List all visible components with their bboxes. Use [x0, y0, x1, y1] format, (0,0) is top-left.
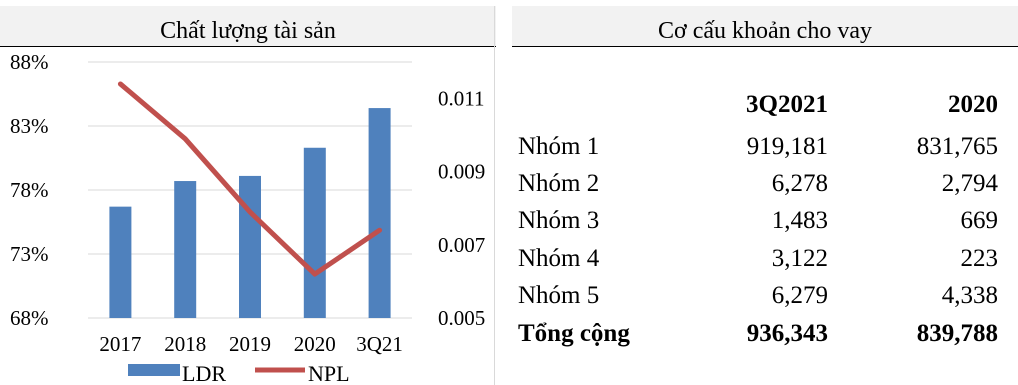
row-value-nhom-2-3q2021: 6,278 — [771, 170, 828, 197]
row-value-nhom-2-2020: 2,794 — [941, 170, 998, 197]
row-value-nhom-4-2020: 223 — [960, 245, 999, 272]
total-value-2020: 839,788 — [916, 320, 998, 347]
y-right-tick-label: 0.007 — [438, 233, 485, 257]
ldr-bar — [368, 108, 391, 318]
y-right-tick-label: 0.009 — [438, 160, 485, 184]
y-right-tick-label: 0.011 — [438, 87, 484, 111]
row-value-nhom-4-3q2021: 3,122 — [771, 245, 828, 272]
ldr-bar — [303, 147, 326, 318]
y-left-tick-label: 83% — [10, 114, 49, 138]
x-tick-label: 3Q21 — [356, 332, 403, 356]
column-header-2020: 2020 — [948, 91, 998, 118]
asset-quality-header: Chất lượng tài sản — [0, 6, 496, 47]
ldr-npl-chart: 68% 73% 78% 83% 88% 0.005 0.007 0.009 0.011 2017 2… — [10, 50, 485, 385]
ldr-bar — [174, 181, 197, 318]
legend-ldr-swatch — [128, 364, 180, 376]
row-value-nhom-1-3q2021: 919,181 — [746, 133, 828, 160]
npl-line — [117, 81, 383, 277]
ldr-bar — [109, 206, 132, 318]
row-value-nhom-5-3q2021: 6,279 — [771, 282, 828, 309]
row-value-nhom-1-2020: 831,765 — [916, 133, 998, 160]
row-value-nhom-3-3q2021: 1,483 — [771, 207, 828, 234]
ldr-bar — [239, 175, 261, 318]
y-left-tick-label: 73% — [10, 242, 49, 266]
row-label-nhom-5: Nhóm 5 — [518, 282, 600, 309]
panel-divider — [494, 6, 495, 385]
y-right-tick-label: 0.005 — [438, 306, 485, 330]
row-label-nhom-4: Nhóm 4 — [518, 245, 600, 272]
x-tick-label: 2019 — [229, 332, 271, 356]
x-tick-label: 2017 — [99, 332, 141, 356]
row-label-nhom-2: Nhóm 2 — [518, 170, 600, 197]
y-left-tick-label: 78% — [10, 178, 49, 202]
row-label-nhom-1: Nhóm 1 — [518, 133, 600, 160]
loan-structure-header: Cơ cấu khoản cho vay — [512, 6, 1018, 47]
loan-structure-panel: Cơ cấu khoản cho vay 3Q2021 2020 Nhóm 1 … — [512, 0, 1018, 385]
row-value-nhom-5-2020: 4,338 — [941, 282, 998, 309]
legend-npl-label: NPL — [308, 361, 350, 385]
row-value-nhom-3-2020: 669 — [960, 207, 999, 234]
column-header-3q2021: 3Q2021 — [746, 91, 828, 118]
x-tick-label: 2020 — [294, 332, 336, 356]
y-left-tick-label: 68% — [10, 306, 49, 330]
legend-ldr-label: LDR — [182, 361, 226, 385]
chart-title: Chất lượng tài sản — [160, 18, 336, 44]
asset-quality-panel: Chất lượng tài sản 68% 73% 78% 83% 88% 0.005 0… — [0, 0, 496, 385]
row-label-nhom-3: Nhóm 3 — [518, 207, 600, 234]
table-title: Cơ cấu khoản cho vay — [658, 18, 872, 44]
x-tick-label: 2018 — [164, 332, 206, 356]
total-value-3q2021: 936,343 — [746, 320, 828, 347]
y-left-tick-label: 88% — [10, 50, 49, 74]
total-label: Tổng cộng — [518, 320, 630, 347]
